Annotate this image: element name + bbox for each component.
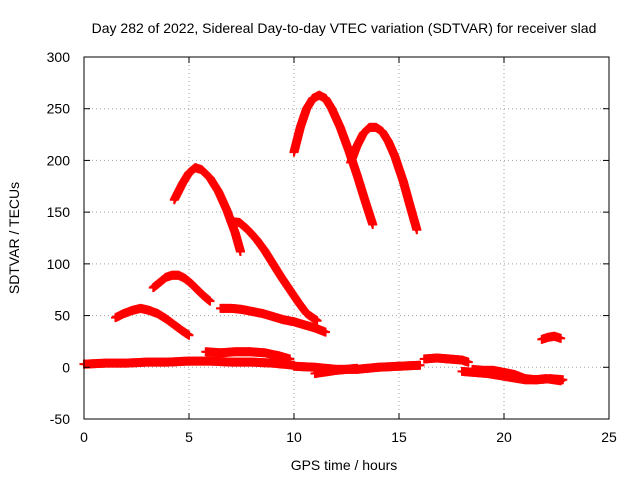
y-tick-label: 0 xyxy=(62,359,70,375)
series-arc-2 xyxy=(289,90,378,230)
data-point xyxy=(205,296,215,306)
y-tick-label: 150 xyxy=(47,204,71,220)
data-point xyxy=(312,316,322,326)
data-points xyxy=(79,90,568,386)
series-arc-14 xyxy=(468,364,566,386)
series-arc-4 xyxy=(226,216,322,326)
data-point xyxy=(556,376,566,386)
series-arc-7 xyxy=(216,303,330,337)
grid xyxy=(84,57,609,419)
y-axis-title: SDTVAR / TECUs xyxy=(6,182,22,294)
x-tick-label: 25 xyxy=(601,429,617,445)
series-arc-8 xyxy=(79,356,299,370)
series-arc-3 xyxy=(346,122,422,235)
y-tick-label: 200 xyxy=(47,152,71,168)
series-arc-6 xyxy=(111,303,194,340)
x-axis-title: GPS time / hours xyxy=(291,457,398,473)
data-point xyxy=(352,363,362,373)
series-arc-5 xyxy=(148,270,215,306)
data-point xyxy=(368,220,378,230)
series-arc-9 xyxy=(201,347,295,364)
y-tick-label: 50 xyxy=(54,308,70,324)
series-arc-1 xyxy=(169,163,245,256)
data-point xyxy=(556,333,566,343)
plot-frame xyxy=(83,56,610,420)
y-tick-label: 300 xyxy=(47,49,71,65)
data-point xyxy=(415,360,425,370)
data-point xyxy=(235,246,245,256)
y-tick-label: 250 xyxy=(47,101,71,117)
x-tick-label: 15 xyxy=(391,429,407,445)
ticks: 0 5 10 15 20 25 -50 0 50 100 150 200 250 300 xyxy=(47,49,617,445)
x-tick-label: 0 xyxy=(80,429,88,445)
x-tick-label: 20 xyxy=(496,429,512,445)
data-point xyxy=(463,357,473,367)
data-point xyxy=(321,327,330,337)
data-point xyxy=(412,225,422,235)
data-point xyxy=(285,354,295,364)
chart-title: Day 282 of 2022, Sidereal Day-to-day VTE… xyxy=(92,20,597,36)
x-tick-label: 5 xyxy=(185,429,193,445)
series-arc-11 xyxy=(310,363,362,378)
y-tick-label: -50 xyxy=(50,411,70,427)
series-arc-15 xyxy=(537,331,566,344)
y-tick-label: 100 xyxy=(47,256,71,272)
x-tick-label: 10 xyxy=(286,429,302,445)
data-point xyxy=(184,330,194,340)
series-arc-12 xyxy=(419,353,473,367)
